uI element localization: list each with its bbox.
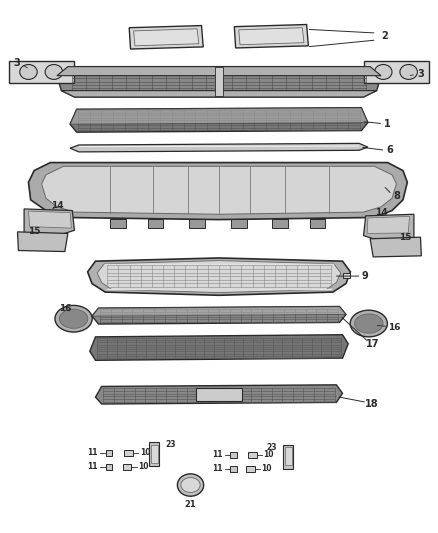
Text: 17: 17 [366, 340, 379, 349]
Text: 23: 23 [267, 443, 277, 451]
Text: 15: 15 [28, 227, 40, 236]
Polygon shape [246, 466, 255, 472]
Polygon shape [230, 452, 237, 458]
Polygon shape [367, 216, 410, 233]
Polygon shape [110, 219, 126, 228]
Polygon shape [272, 219, 288, 228]
Polygon shape [124, 450, 133, 456]
Polygon shape [88, 258, 350, 295]
Text: 10: 10 [138, 462, 148, 471]
Polygon shape [283, 445, 293, 469]
Ellipse shape [374, 64, 392, 79]
Polygon shape [148, 219, 163, 228]
Text: 10: 10 [263, 450, 274, 459]
Polygon shape [57, 67, 381, 97]
Polygon shape [364, 214, 414, 240]
Polygon shape [61, 91, 377, 97]
Polygon shape [28, 163, 407, 220]
Text: 3: 3 [417, 69, 424, 78]
Polygon shape [70, 108, 368, 132]
Polygon shape [215, 67, 223, 96]
Text: 10: 10 [140, 448, 150, 457]
Ellipse shape [350, 310, 387, 337]
Text: 3: 3 [13, 58, 20, 68]
Polygon shape [343, 273, 350, 278]
Polygon shape [18, 232, 68, 252]
Polygon shape [239, 28, 304, 45]
Text: 14: 14 [375, 208, 387, 216]
Polygon shape [149, 442, 159, 466]
Text: 1: 1 [384, 119, 391, 128]
Text: 16: 16 [59, 304, 71, 312]
Polygon shape [230, 466, 237, 472]
Text: 9: 9 [361, 271, 368, 281]
Ellipse shape [400, 64, 417, 79]
Polygon shape [92, 306, 346, 324]
Text: 14: 14 [51, 201, 63, 210]
Polygon shape [196, 388, 242, 401]
Polygon shape [123, 464, 131, 470]
Text: 2: 2 [381, 31, 388, 41]
Polygon shape [90, 335, 348, 360]
Polygon shape [129, 26, 203, 49]
Polygon shape [370, 237, 421, 257]
Polygon shape [24, 209, 74, 235]
Polygon shape [9, 61, 74, 83]
Text: 11: 11 [87, 462, 98, 471]
Ellipse shape [354, 314, 383, 333]
Polygon shape [95, 385, 343, 404]
Polygon shape [97, 261, 341, 293]
Polygon shape [231, 219, 247, 228]
Polygon shape [92, 306, 346, 316]
Text: 6: 6 [386, 146, 393, 155]
Polygon shape [70, 108, 368, 124]
Text: 11: 11 [87, 448, 98, 457]
Polygon shape [106, 464, 112, 470]
Ellipse shape [60, 309, 88, 328]
Polygon shape [28, 211, 71, 228]
Polygon shape [189, 219, 205, 228]
Text: 11: 11 [212, 450, 223, 459]
Polygon shape [106, 450, 112, 456]
Ellipse shape [45, 64, 63, 79]
Polygon shape [70, 143, 368, 152]
Ellipse shape [177, 474, 204, 496]
Text: 10: 10 [261, 464, 272, 473]
Text: 11: 11 [212, 464, 223, 473]
Polygon shape [310, 219, 325, 228]
Ellipse shape [181, 478, 200, 492]
Polygon shape [134, 29, 199, 46]
Polygon shape [57, 67, 381, 76]
Polygon shape [151, 445, 158, 463]
Text: 15: 15 [399, 233, 411, 241]
Polygon shape [42, 166, 396, 214]
Text: 8: 8 [393, 191, 400, 201]
Polygon shape [234, 25, 308, 48]
Polygon shape [285, 447, 292, 465]
Polygon shape [248, 452, 257, 458]
Text: 16: 16 [388, 324, 400, 332]
Ellipse shape [55, 305, 92, 332]
Text: 21: 21 [185, 500, 196, 509]
Text: 18: 18 [364, 399, 378, 409]
Ellipse shape [20, 64, 37, 79]
Polygon shape [364, 61, 429, 83]
Text: 23: 23 [165, 440, 176, 449]
